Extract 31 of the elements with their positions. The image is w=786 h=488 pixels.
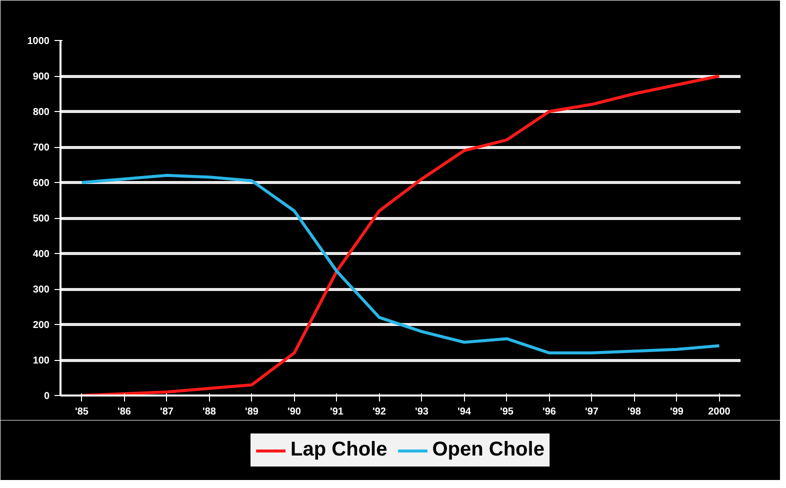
y-tick-label: 200 (32, 320, 50, 331)
line-series (80, 174, 721, 354)
x-tick-label: '94 (458, 406, 472, 418)
line-series (80, 74, 721, 396)
x-tick-label: '97 (585, 406, 599, 418)
y-tick-label: 400 (32, 249, 50, 260)
y-tick-label: 100 (32, 356, 50, 366)
x-tick-label: '85 (75, 406, 89, 418)
x-tick-label: '95 (500, 406, 514, 418)
x-tick-label: '86 (118, 406, 132, 418)
x-tick-label: '93 (415, 406, 429, 418)
legend-label: Open Chole (432, 438, 544, 462)
x-tick-label: 2000 (708, 406, 731, 418)
y-tick-label: 900 (32, 72, 50, 82)
x-tick-label: '90 (288, 406, 302, 418)
y-tick-label: 600 (32, 178, 50, 189)
y-tick-label: 500 (32, 214, 50, 224)
y-tick-label: 800 (32, 107, 50, 118)
y-tick-label: 1000 (27, 36, 50, 47)
y-tick-label: 700 (32, 142, 50, 154)
y-tick-label: 0 (44, 391, 50, 402)
x-tick-label: '87 (160, 406, 174, 418)
x-tick-label: '88 (202, 406, 216, 418)
legend-label: Lap Chole (290, 438, 388, 462)
y-tick-label: 300 (32, 284, 50, 296)
x-tick-label: '98 (628, 406, 642, 418)
x-tick-label: '99 (670, 406, 684, 418)
x-tick-label: '89 (245, 406, 259, 418)
x-tick-label: '92 (372, 406, 386, 418)
x-tick-label: '96 (542, 406, 556, 418)
x-tick-label: '91 (330, 406, 344, 418)
